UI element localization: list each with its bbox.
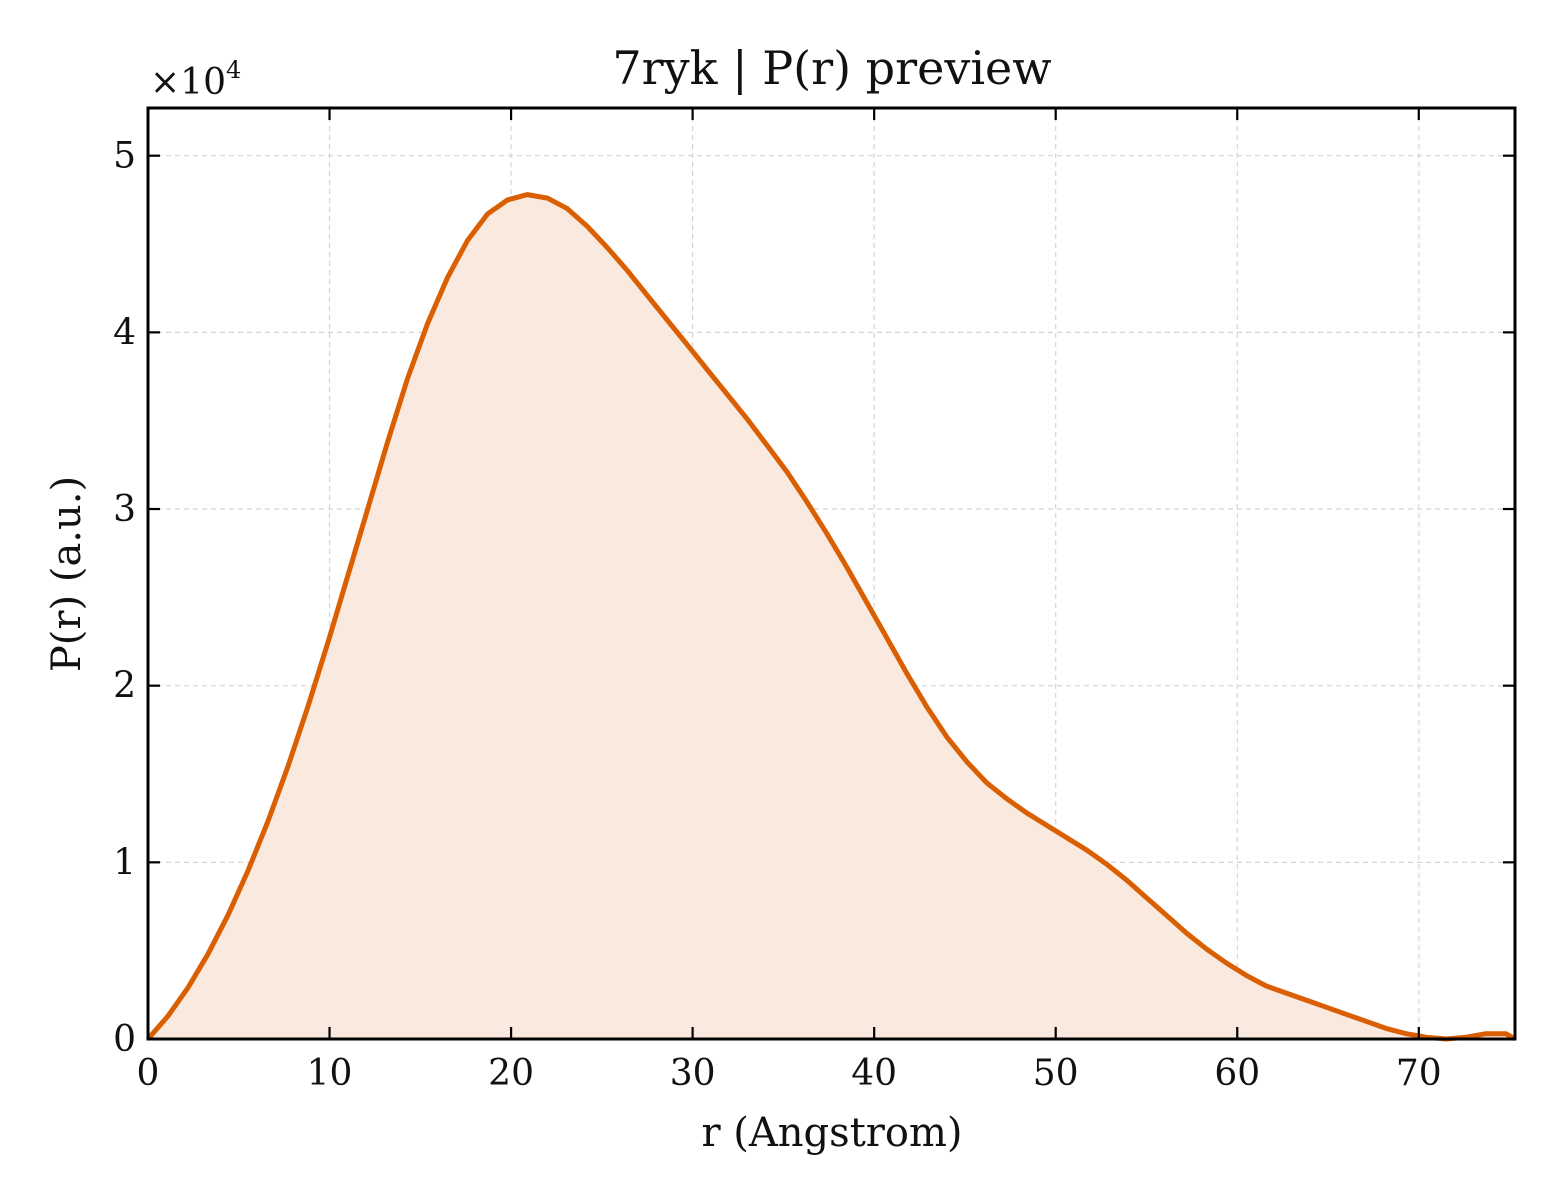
x-tick-label: 30	[670, 1053, 716, 1094]
y-axis-label: P(r) (a.u.)	[44, 476, 90, 672]
y-tick-label: 2	[113, 666, 136, 707]
y-tick-label: 3	[113, 489, 136, 530]
x-tick-label: 50	[1033, 1053, 1079, 1094]
x-tick-label: 40	[851, 1053, 897, 1094]
pr-line	[146, 192, 1517, 1042]
y-multiplier: ×104	[150, 56, 241, 103]
y-tick-label: 0	[113, 1019, 136, 1060]
plot-frame	[146, 106, 1517, 1041]
y-multiplier-exponent: 4	[226, 56, 241, 84]
pr-area-fill	[148, 194, 1515, 1040]
tick-layer: 0 10 20 30 40 50 60 70 0 1 2 3 4 5	[113, 108, 1515, 1094]
y-tick-label: 1	[113, 842, 136, 883]
x-tick-label: 70	[1396, 1053, 1442, 1094]
y-tick-label: 5	[113, 136, 136, 177]
x-axis-label: r (Angstrom)	[701, 1110, 962, 1156]
x-tick-label: 10	[307, 1053, 353, 1094]
y-multiplier-base: ×10	[150, 62, 226, 103]
chart-title: 7ryk | P(r) preview	[612, 41, 1051, 95]
data-layer	[146, 192, 1517, 1042]
x-tick-label: 60	[1214, 1053, 1260, 1094]
y-tick-label: 4	[113, 312, 136, 353]
x-tick-label: 20	[488, 1053, 534, 1094]
x-tick-label: 0	[137, 1053, 160, 1094]
